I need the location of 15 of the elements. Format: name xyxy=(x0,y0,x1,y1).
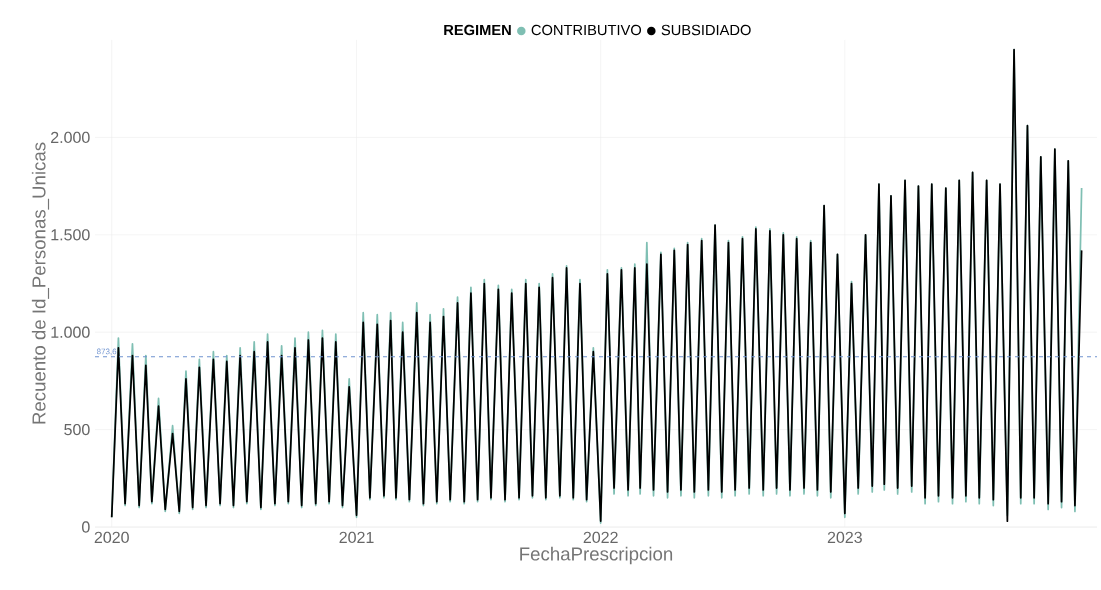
y-tick-label: 2.000 xyxy=(51,131,90,144)
ref-line-label: 873,6 xyxy=(96,348,117,356)
y-axis-title: Recuento de Id_Personas_Unicas xyxy=(31,142,50,424)
x-tick-label: 2020 xyxy=(94,531,129,544)
y-tick-label: 500 xyxy=(64,423,90,436)
legend-label: SUBSIDIADO xyxy=(661,24,751,36)
x-tick-label: 2022 xyxy=(583,531,618,544)
legend-label: CONTRIBUTIVO xyxy=(531,24,642,36)
x-tick-label: 2021 xyxy=(339,531,374,544)
y-tick-label: 1.000 xyxy=(51,326,90,338)
legend-title: REGIMEN xyxy=(444,24,511,36)
x-tick-label: 2023 xyxy=(827,531,862,544)
y-tick-label: 0 xyxy=(82,521,90,533)
x-axis-title: FechaPrescripcion xyxy=(520,546,673,565)
y-tick-label: 1.500 xyxy=(51,229,90,241)
